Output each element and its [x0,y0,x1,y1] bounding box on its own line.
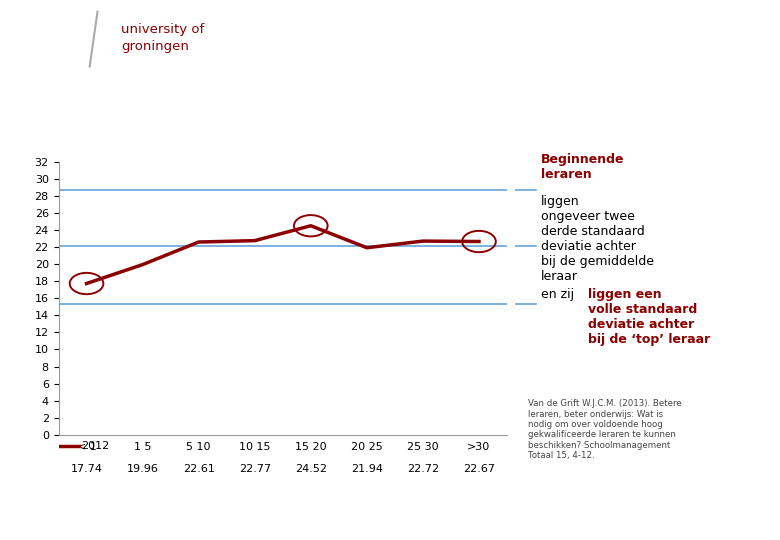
Text: university of
groningen: university of groningen [121,23,204,52]
Text: 22.77: 22.77 [239,464,271,474]
Text: liggen
ongeveer twee
derde standaard
deviatie achter
bij de gemiddelde
leraar: liggen ongeveer twee derde standaard dev… [541,195,654,283]
Text: Beginnende
leraren: Beginnende leraren [541,153,625,181]
Text: Van de Grift W.J.C.M. (2013). Betere
leraren, beter onderwijs: Wat is
nodig om o: Van de Grift W.J.C.M. (2013). Betere ler… [528,399,682,460]
Text: 2012: 2012 [81,441,109,451]
Text: 17.74: 17.74 [70,464,102,474]
Text: 22.61: 22.61 [183,464,215,474]
Text: 22.72: 22.72 [407,464,439,474]
Text: 24.52: 24.52 [295,464,327,474]
Text: en zij: en zij [541,288,578,301]
Text: 22.67: 22.67 [463,464,495,474]
Text: 19.96: 19.96 [126,464,158,474]
Text: leraren in het voortgez. onderwijs (gemidd.=21.91; s.d.=6.85): leraren in het voortgez. onderwijs (gemi… [9,129,621,146]
Text: 21.94: 21.94 [351,464,383,474]
Text: liggen een
volle standaard
deviatie achter
bij de ‘top’ leraar: liggen een volle standaard deviatie acht… [588,288,711,346]
Text: Pedagogisch didactische vaardigheid en ervaring van 1604: Pedagogisch didactische vaardigheid en e… [9,91,590,109]
